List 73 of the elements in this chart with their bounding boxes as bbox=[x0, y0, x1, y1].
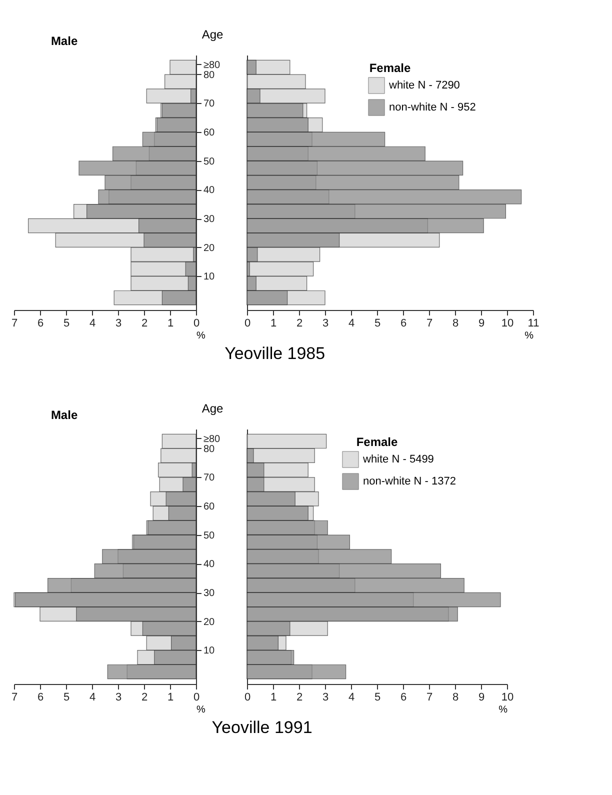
x-tick-label: 9 bbox=[478, 692, 485, 704]
x-tick-label: 6 bbox=[400, 318, 407, 330]
text: Yeoville 1991 bbox=[212, 718, 312, 737]
y-tick-label: 80 bbox=[204, 444, 216, 455]
x-tick-label: 2 bbox=[141, 692, 148, 704]
x-tick-label: 10 bbox=[501, 318, 514, 330]
x-tick-label: 0 bbox=[193, 318, 200, 330]
x-tick-label: 2 bbox=[296, 318, 303, 330]
x-tick-label: 1 bbox=[167, 692, 174, 704]
y-tick-label: 10 bbox=[204, 646, 216, 657]
y-tick-label: 20 bbox=[204, 242, 216, 254]
x-tick-label: 3 bbox=[322, 692, 329, 704]
x-tick-label: 1 bbox=[270, 318, 277, 330]
legend-label: white N - 7290 bbox=[388, 80, 460, 92]
x-tick-label: 2 bbox=[141, 318, 148, 330]
x-tick-label: 6 bbox=[400, 692, 407, 704]
x-axis-title: % bbox=[524, 330, 534, 342]
y-tick-label: ≥80 bbox=[204, 434, 221, 445]
y-tick-label: 60 bbox=[204, 128, 216, 139]
x-axis-title: % bbox=[498, 704, 508, 716]
y-tick-label: 10 bbox=[204, 272, 216, 283]
x-tick-label: 10 bbox=[501, 692, 514, 704]
x-tick-label: 5 bbox=[63, 692, 70, 704]
x-tick-label: 4 bbox=[348, 692, 355, 704]
y-tick-label: 70 bbox=[204, 472, 216, 484]
x-tick-label: 6 bbox=[37, 318, 44, 330]
x-tick-label: 7 bbox=[426, 318, 433, 330]
x-tick-label: 3 bbox=[322, 318, 329, 330]
x-tick-label: 11 bbox=[528, 318, 540, 330]
chart-title: Female bbox=[356, 435, 398, 449]
x-tick-label: 3 bbox=[115, 692, 122, 704]
y-axis-title: Age bbox=[202, 402, 224, 416]
x-tick-label: 5 bbox=[63, 318, 70, 330]
y-tick-label: ≥80 bbox=[204, 60, 221, 71]
x-tick-label: 5 bbox=[374, 692, 381, 704]
x-tick-label: 7 bbox=[11, 692, 18, 704]
x-tick-label: 2 bbox=[296, 692, 303, 704]
x-tick-label: 1 bbox=[167, 318, 174, 330]
y-tick-label: 70 bbox=[204, 98, 216, 110]
x-tick-label: 4 bbox=[89, 692, 96, 704]
legend-label: white N - 5499 bbox=[362, 454, 434, 466]
text: Yeoville 1985 bbox=[224, 344, 326, 363]
x-tick-label: 0 bbox=[244, 692, 251, 704]
y-tick-label: 50 bbox=[204, 530, 216, 542]
x-tick-label: 8 bbox=[452, 692, 459, 704]
x-axis-title: % bbox=[196, 704, 206, 716]
x-tick-label: 0 bbox=[193, 692, 200, 704]
y-tick-label: 60 bbox=[204, 502, 216, 513]
x-tick-label: 6 bbox=[37, 692, 44, 704]
y-axis-title: Age bbox=[202, 28, 224, 42]
y-tick-label: 20 bbox=[204, 616, 216, 628]
x-tick-label: 8 bbox=[452, 318, 459, 330]
x-tick-label: 3 bbox=[115, 318, 122, 330]
chart-title: Female bbox=[369, 61, 411, 75]
x-tick-label: 9 bbox=[478, 318, 485, 330]
chart-title: Male bbox=[50, 408, 78, 422]
y-tick-label: 30 bbox=[204, 588, 216, 600]
x-tick-label: 0 bbox=[244, 318, 251, 330]
x-tick-label: 7 bbox=[11, 318, 18, 330]
x-tick-label: 1 bbox=[270, 692, 277, 704]
y-tick-label: 40 bbox=[204, 559, 216, 570]
x-tick-label: 7 bbox=[426, 692, 433, 704]
y-tick-label: 50 bbox=[204, 156, 216, 168]
y-tick-label: 80 bbox=[204, 70, 216, 81]
y-tick-label: 40 bbox=[204, 185, 216, 196]
x-tick-label: 4 bbox=[348, 318, 355, 330]
legend-label: non-white N - 952 bbox=[389, 102, 476, 114]
x-tick-label: 5 bbox=[374, 318, 381, 330]
x-axis-title: % bbox=[196, 330, 206, 342]
x-tick-label: 4 bbox=[89, 318, 96, 330]
chart-title: Male bbox=[50, 34, 78, 48]
y-tick-label: 30 bbox=[204, 214, 216, 226]
legend-label: non-white N - 1372 bbox=[363, 476, 456, 488]
